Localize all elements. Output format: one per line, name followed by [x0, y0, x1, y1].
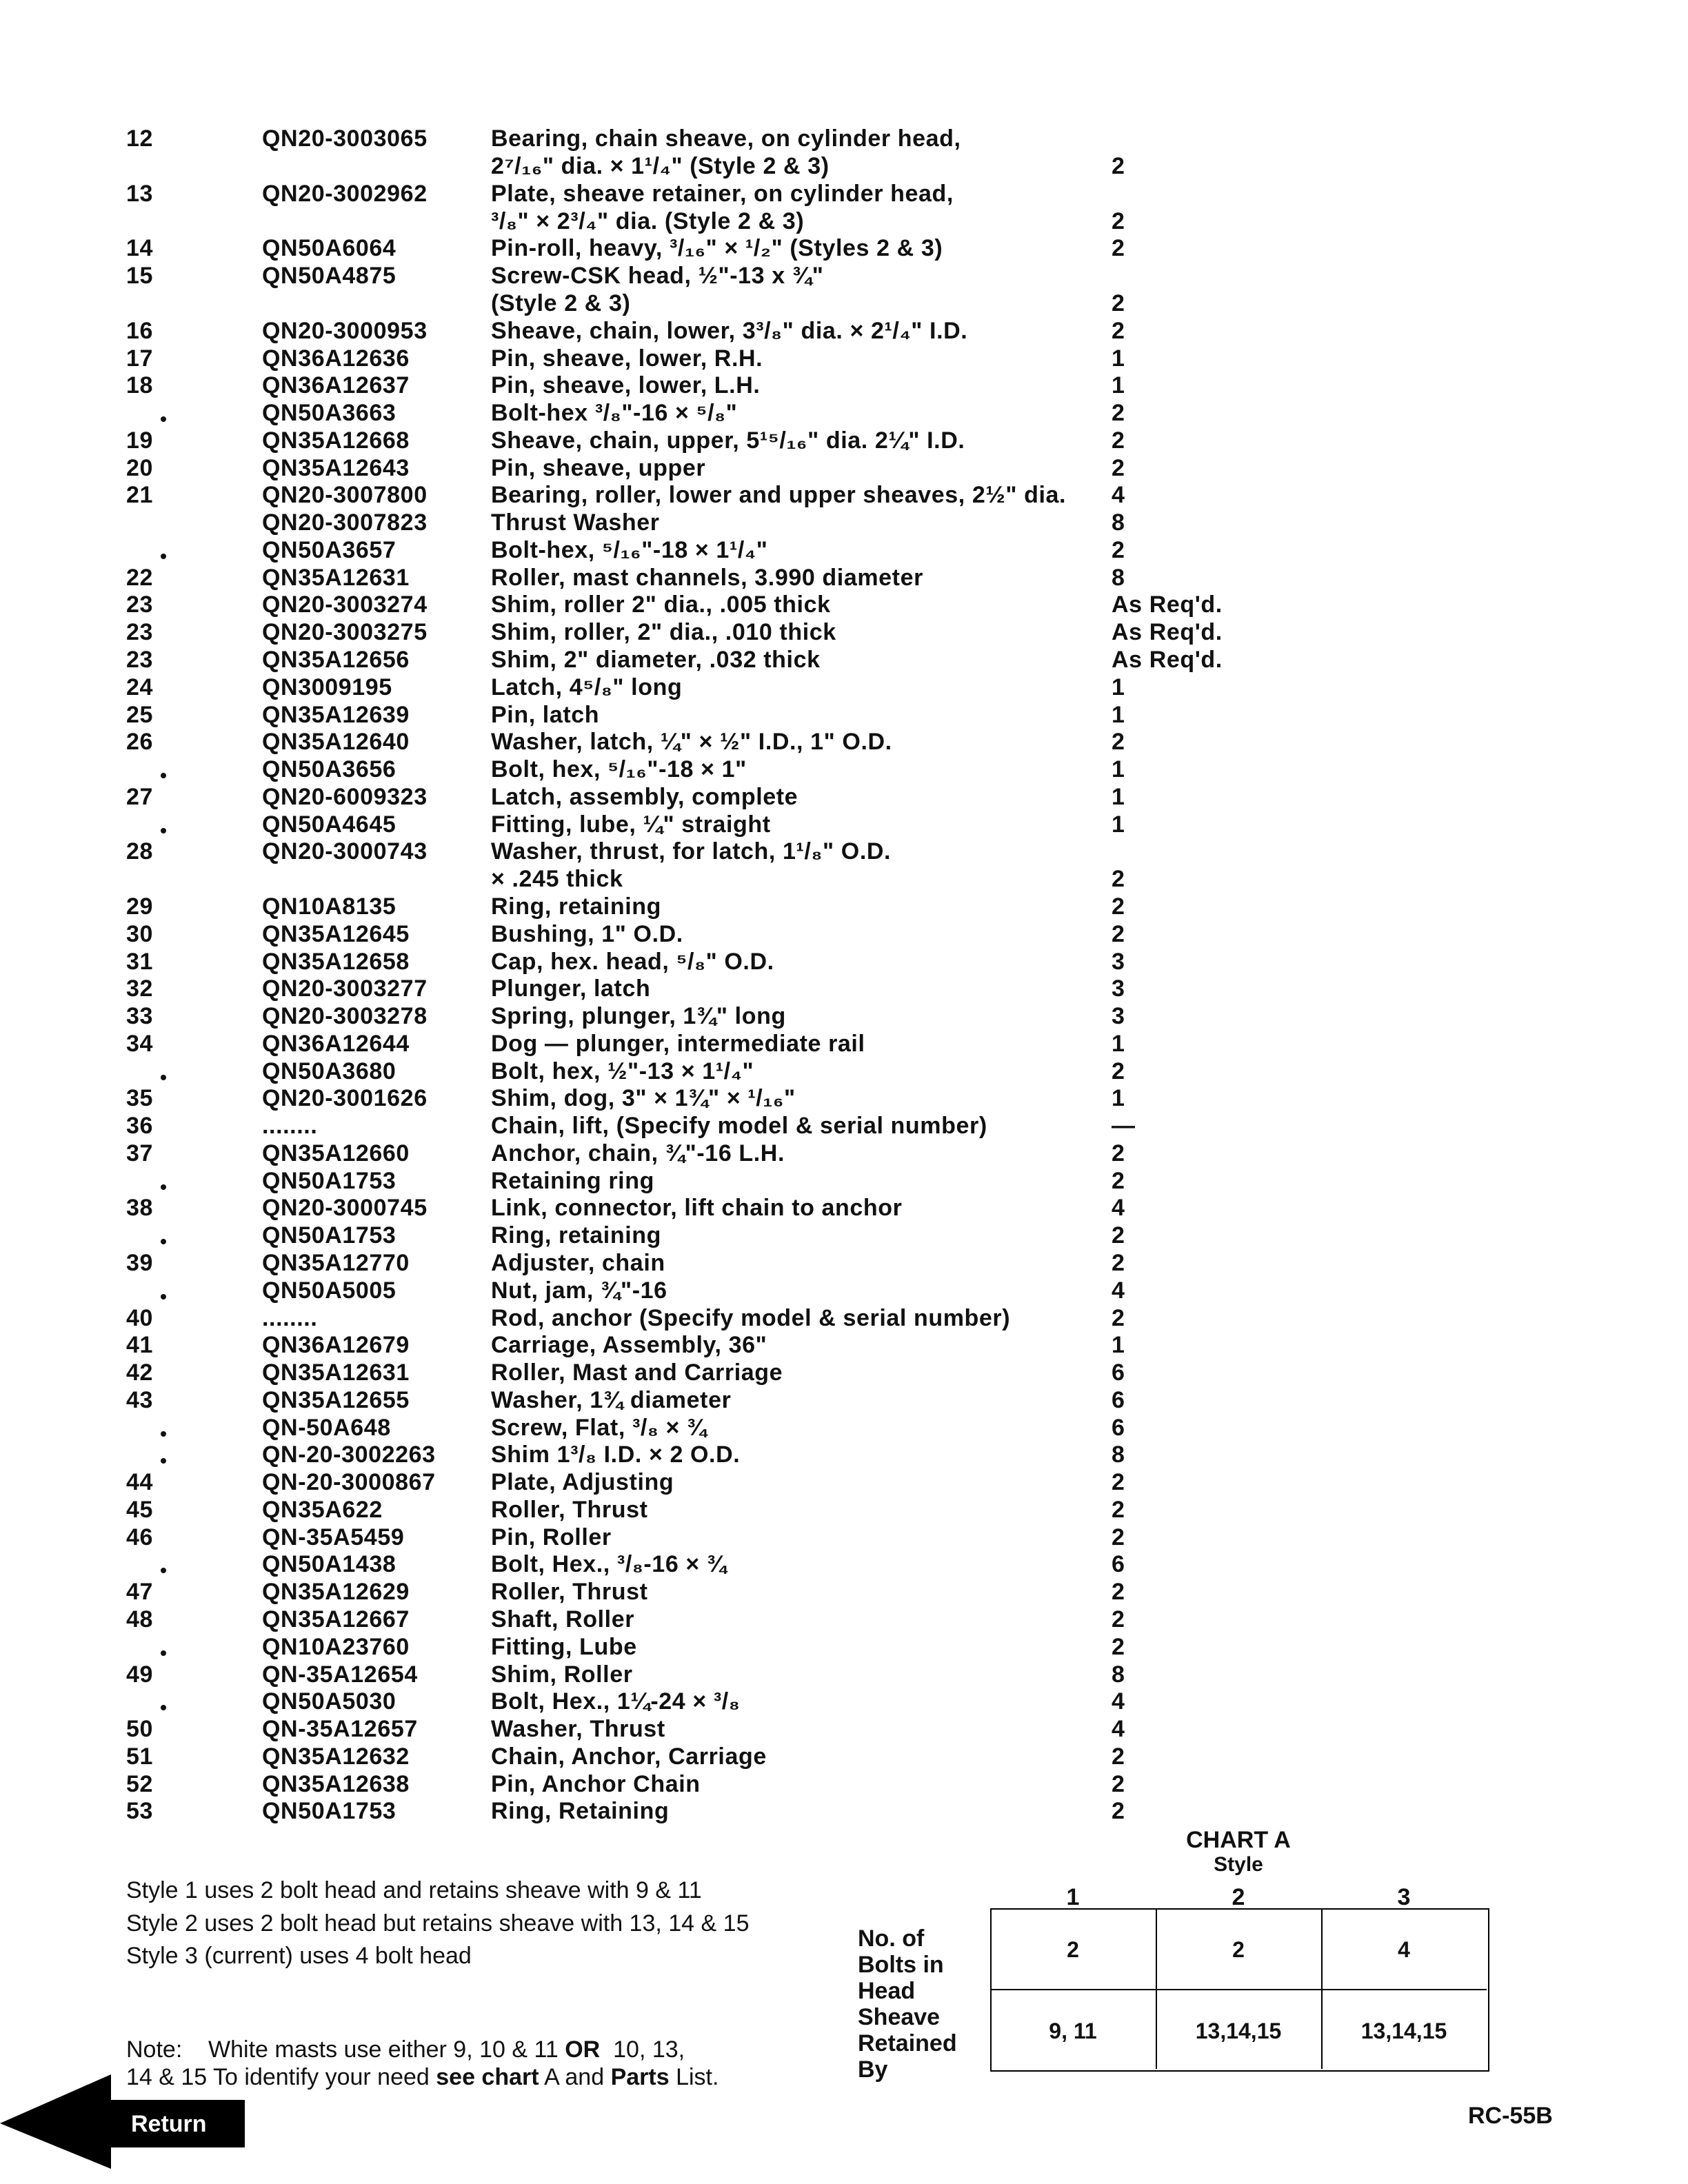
svg-text:Return: Return	[131, 2111, 207, 2137]
